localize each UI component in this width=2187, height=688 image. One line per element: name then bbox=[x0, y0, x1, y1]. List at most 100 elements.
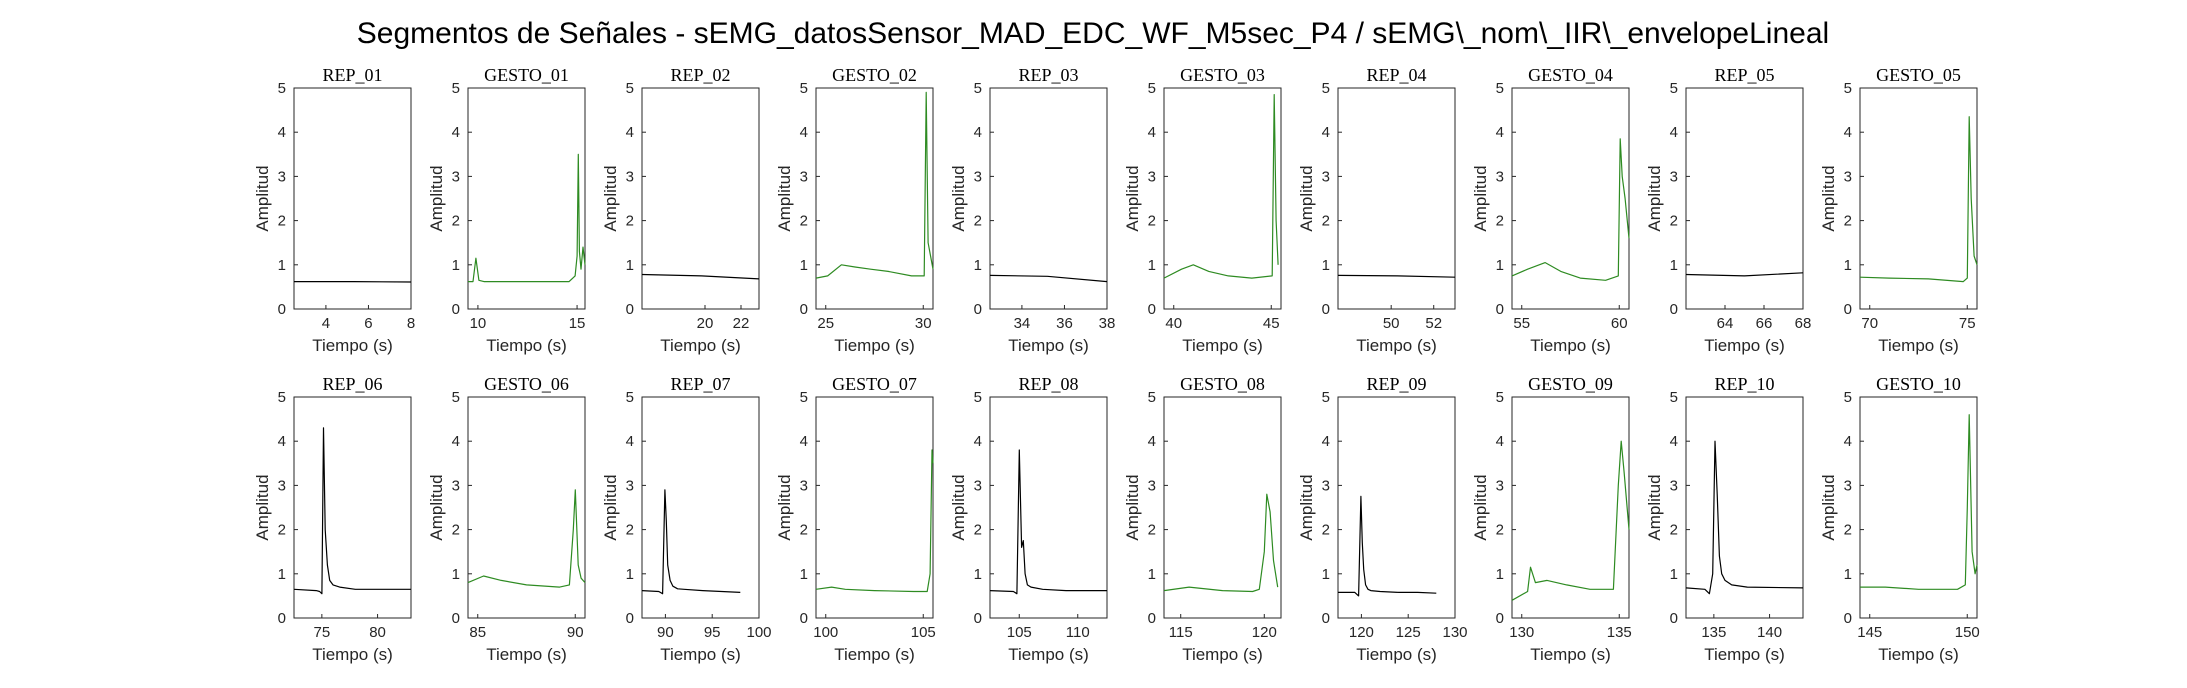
x-axis-label: Tiempo (s) bbox=[1878, 645, 1959, 664]
y-tick-label: 4 bbox=[1322, 433, 1330, 450]
x-axis-label: Tiempo (s) bbox=[660, 645, 741, 664]
x-tick-label: 34 bbox=[1014, 315, 1031, 332]
y-tick-label: 5 bbox=[1322, 80, 1330, 97]
x-tick-label: 36 bbox=[1056, 315, 1073, 332]
y-tick-label: 1 bbox=[1844, 257, 1852, 274]
y-axis-label: Amplitud bbox=[1645, 165, 1664, 231]
subplot-gesto-01: 0 1 2 3 4 5 10 15 GESTO_01 Tiempo (s) Amplitud bbox=[427, 65, 586, 355]
subplot-title: GESTO_08 bbox=[1180, 374, 1265, 394]
subplot-title: REP_05 bbox=[1714, 65, 1774, 85]
x-tick-label: 50 bbox=[1383, 315, 1400, 332]
y-tick-label: 1 bbox=[452, 566, 460, 583]
plot-area bbox=[1859, 396, 1978, 619]
y-tick-label: 0 bbox=[1844, 610, 1852, 627]
y-tick-label: 1 bbox=[1844, 566, 1852, 583]
y-tick-label: 3 bbox=[452, 168, 460, 185]
y-tick-label: 0 bbox=[626, 610, 634, 627]
signal-line bbox=[641, 489, 741, 595]
subplot-title: REP_10 bbox=[1714, 374, 1774, 394]
subplot-gesto-09: 0 1 2 3 4 5 130 135 GESTO_09 Tiempo (s) Amplitud bbox=[1471, 374, 1632, 664]
subplot-rep-05: 0 1 2 3 4 5 64 66 68 REP_05 Tiempo (s) Amplitud bbox=[1645, 65, 1811, 355]
y-tick-label: 0 bbox=[1496, 301, 1504, 318]
plot-area bbox=[989, 396, 1108, 619]
y-tick-label: 3 bbox=[1148, 168, 1156, 185]
plot-area bbox=[1511, 87, 1630, 310]
y-tick-label: 2 bbox=[1670, 213, 1678, 230]
y-tick-label: 3 bbox=[1322, 477, 1330, 494]
subplot-rep-09: 0 1 2 3 4 5 120 125 130 REP_09 Tiempo (s) Amplitud bbox=[1297, 374, 1468, 664]
plot-area bbox=[1337, 396, 1456, 619]
y-tick-label: 1 bbox=[1496, 257, 1504, 274]
y-axis-label: Amplitud bbox=[775, 165, 794, 231]
x-axis-label: Tiempo (s) bbox=[1704, 645, 1785, 664]
y-axis-label: Amplitud bbox=[949, 165, 968, 231]
x-tick-label: 100 bbox=[746, 624, 771, 641]
signal-line bbox=[1511, 138, 1630, 281]
x-tick-label: 110 bbox=[1066, 624, 1090, 641]
y-tick-label: 2 bbox=[974, 522, 982, 539]
x-tick-label: 8 bbox=[407, 315, 415, 332]
subplot-title: REP_07 bbox=[670, 374, 730, 394]
y-axis-label: Amplitud bbox=[601, 165, 620, 231]
y-tick-label: 4 bbox=[1670, 124, 1678, 141]
plot-area bbox=[1163, 87, 1282, 310]
y-tick-label: 1 bbox=[974, 566, 982, 583]
y-tick-label: 2 bbox=[1322, 522, 1330, 539]
y-tick-label: 1 bbox=[1148, 257, 1156, 274]
signal-line bbox=[989, 449, 1107, 595]
subplot-title: REP_06 bbox=[322, 374, 382, 394]
x-tick-label: 80 bbox=[369, 624, 386, 641]
y-tick-label: 1 bbox=[1496, 566, 1504, 583]
y-tick-label: 0 bbox=[1670, 301, 1678, 318]
signal-line bbox=[641, 273, 760, 280]
y-tick-label: 3 bbox=[1670, 168, 1678, 185]
x-tick-label: 30 bbox=[915, 315, 932, 332]
y-tick-label: 5 bbox=[1322, 389, 1330, 406]
subplot-title: REP_02 bbox=[670, 65, 730, 85]
y-tick-label: 3 bbox=[626, 477, 634, 494]
y-axis-label: Amplitud bbox=[253, 474, 272, 540]
y-tick-label: 1 bbox=[626, 257, 634, 274]
plot-area bbox=[1685, 87, 1804, 310]
x-tick-label: 135 bbox=[1607, 624, 1632, 641]
y-tick-label: 2 bbox=[800, 213, 808, 230]
y-tick-label: 4 bbox=[1148, 433, 1156, 450]
signal-line bbox=[1163, 93, 1279, 279]
subplot-rep-04: 0 1 2 3 4 5 50 52 REP_04 Tiempo (s) Amplitud bbox=[1297, 65, 1456, 355]
signal-line bbox=[989, 274, 1108, 283]
y-tick-label: 5 bbox=[800, 80, 808, 97]
plot-area bbox=[1163, 396, 1282, 619]
x-tick-label: 25 bbox=[817, 315, 834, 332]
y-tick-label: 4 bbox=[626, 433, 634, 450]
y-tick-label: 5 bbox=[626, 80, 634, 97]
x-axis-label: Tiempo (s) bbox=[834, 336, 915, 355]
y-tick-label: 5 bbox=[1496, 80, 1504, 97]
y-tick-label: 5 bbox=[1148, 389, 1156, 406]
y-tick-label: 0 bbox=[1148, 610, 1156, 627]
y-tick-label: 0 bbox=[974, 610, 982, 627]
y-tick-label: 0 bbox=[278, 301, 286, 318]
y-tick-label: 5 bbox=[278, 80, 286, 97]
x-tick-label: 52 bbox=[1425, 315, 1442, 332]
y-tick-label: 5 bbox=[1670, 80, 1678, 97]
y-tick-label: 5 bbox=[974, 389, 982, 406]
y-axis-label: Amplitud bbox=[1297, 165, 1316, 231]
x-axis-label: Tiempo (s) bbox=[312, 645, 393, 664]
x-tick-label: 95 bbox=[704, 624, 721, 641]
y-tick-label: 0 bbox=[278, 610, 286, 627]
y-axis-label: Amplitud bbox=[601, 474, 620, 540]
plot-area bbox=[1511, 396, 1630, 619]
x-axis-label: Tiempo (s) bbox=[660, 336, 741, 355]
y-axis-label: Amplitud bbox=[253, 165, 272, 231]
y-tick-label: 4 bbox=[1670, 433, 1678, 450]
y-tick-label: 2 bbox=[626, 213, 634, 230]
y-tick-label: 3 bbox=[278, 168, 286, 185]
y-tick-label: 0 bbox=[1322, 301, 1330, 318]
y-tick-label: 0 bbox=[1148, 301, 1156, 318]
y-tick-label: 2 bbox=[1322, 213, 1330, 230]
y-tick-label: 4 bbox=[1322, 124, 1330, 141]
x-tick-label: 75 bbox=[1959, 315, 1976, 332]
